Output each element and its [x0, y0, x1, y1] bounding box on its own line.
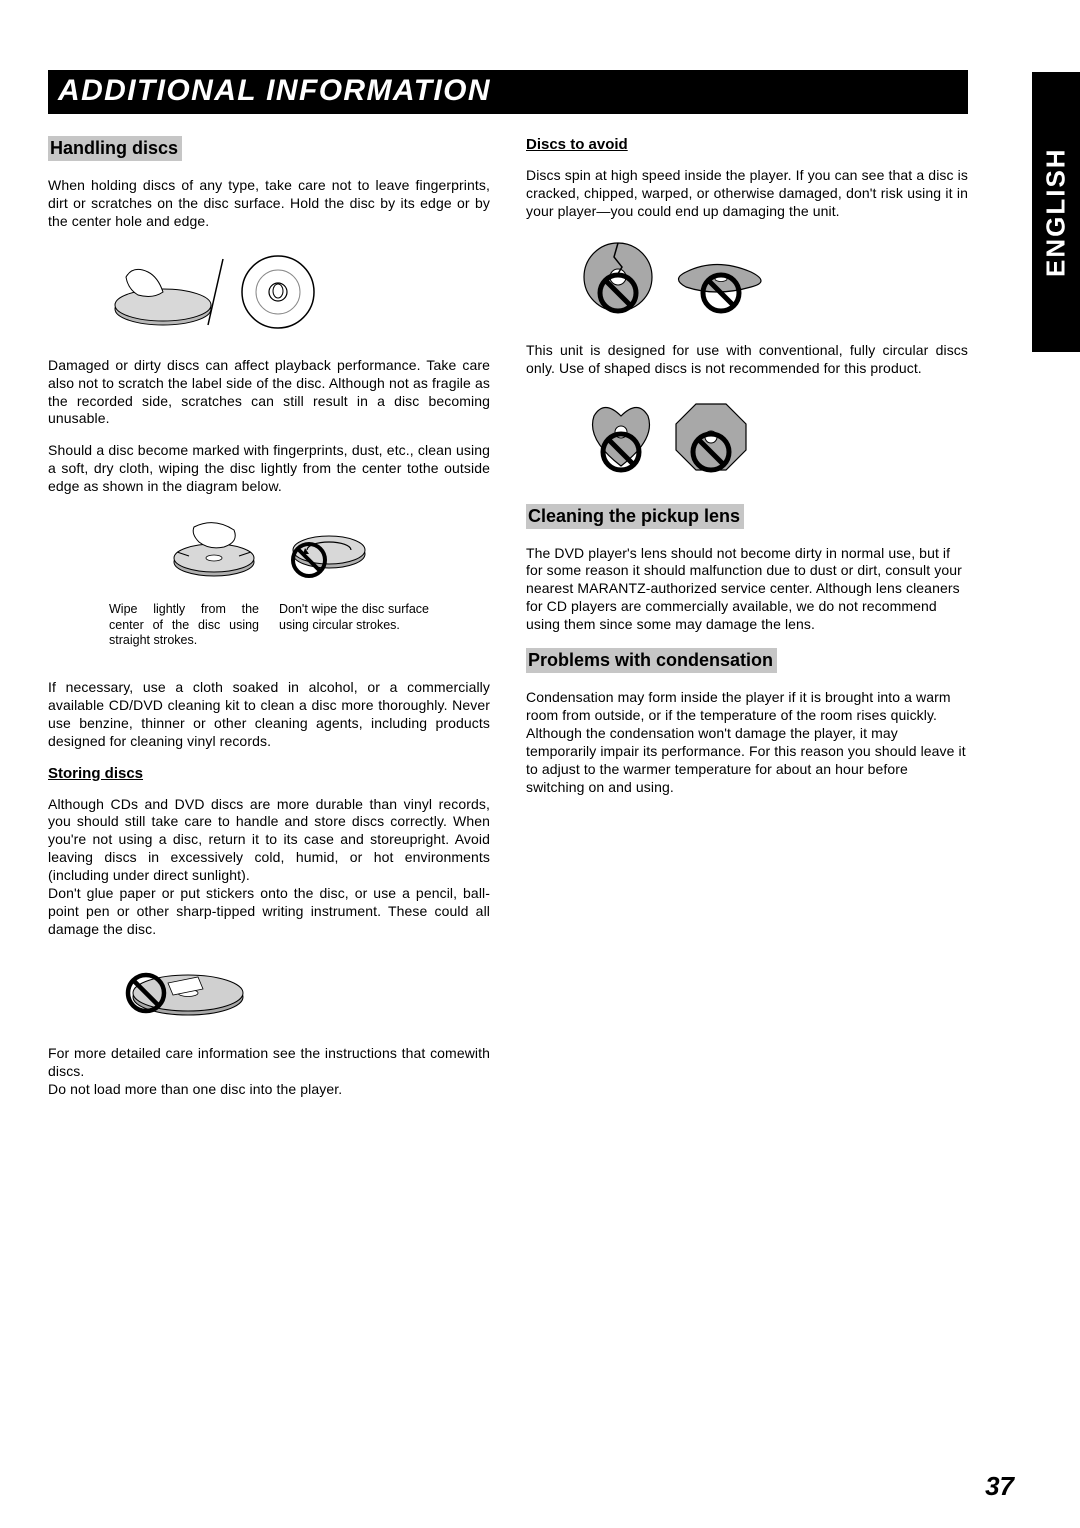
caption: Wipe lightly from the center of the disc… — [109, 602, 259, 649]
caption-row: Wipe lightly from the center of the disc… — [48, 602, 490, 649]
right-column: Discs to avoid Discs spin at high speed … — [526, 136, 968, 1113]
shaped-discs-icon — [576, 394, 776, 484]
illustration-shaped-discs — [576, 394, 968, 484]
wipe-straight-icon — [169, 512, 259, 582]
page-title: ADDITIONAL INFORMATION — [58, 74, 491, 107]
illustration-wipe-disc — [48, 512, 490, 582]
section-handling-discs: Handling discs — [48, 136, 182, 161]
para: For more detailed care information see t… — [48, 1045, 490, 1081]
hold-disc-icon — [108, 247, 328, 337]
para: If necessary, use a cloth soaked in alco… — [48, 679, 490, 751]
para: The DVD player's lens should not become … — [526, 545, 968, 635]
language-tab: ENGLISH — [1032, 72, 1080, 352]
left-column: Handling discs When holding discs of any… — [48, 136, 490, 1113]
para: Don't glue paper or put stickers onto th… — [48, 885, 490, 939]
section-condensation: Problems with condensation — [526, 648, 777, 673]
manual-page: ADDITIONAL INFORMATION ENGLISH Handling … — [0, 0, 1080, 1528]
subsection-discs-to-avoid: Discs to avoid — [526, 136, 968, 153]
para: When holding discs of any type, take car… — [48, 177, 490, 231]
illustration-no-stickers — [108, 955, 490, 1025]
para: Do not load more than one disc into the … — [48, 1081, 490, 1099]
para: Condensation may form inside the player … — [526, 689, 968, 796]
content-columns: Handling discs When holding discs of any… — [48, 136, 968, 1113]
damaged-discs-icon — [576, 237, 786, 322]
caption: Don't wipe the disc surface using circul… — [279, 602, 429, 649]
page-number: 37 — [985, 1471, 1014, 1502]
illustration-hold-disc — [108, 247, 490, 337]
page-title-bar: ADDITIONAL INFORMATION — [48, 70, 968, 114]
section-cleaning-lens: Cleaning the pickup lens — [526, 504, 744, 529]
para: Damaged or dirty discs can affect playba… — [48, 357, 490, 429]
para: Should a disc become marked with fingerp… — [48, 442, 490, 496]
wipe-circular-prohibited-icon — [279, 512, 369, 582]
para: Discs spin at high speed inside the play… — [526, 167, 968, 221]
para: This unit is designed for use with conve… — [526, 342, 968, 378]
subsection-storing-discs: Storing discs — [48, 765, 490, 782]
illustration-damaged-discs — [576, 237, 968, 322]
para: Although CDs and DVD discs are more dura… — [48, 796, 490, 886]
language-label: ENGLISH — [1041, 147, 1072, 277]
no-sticker-disc-icon — [108, 955, 258, 1025]
